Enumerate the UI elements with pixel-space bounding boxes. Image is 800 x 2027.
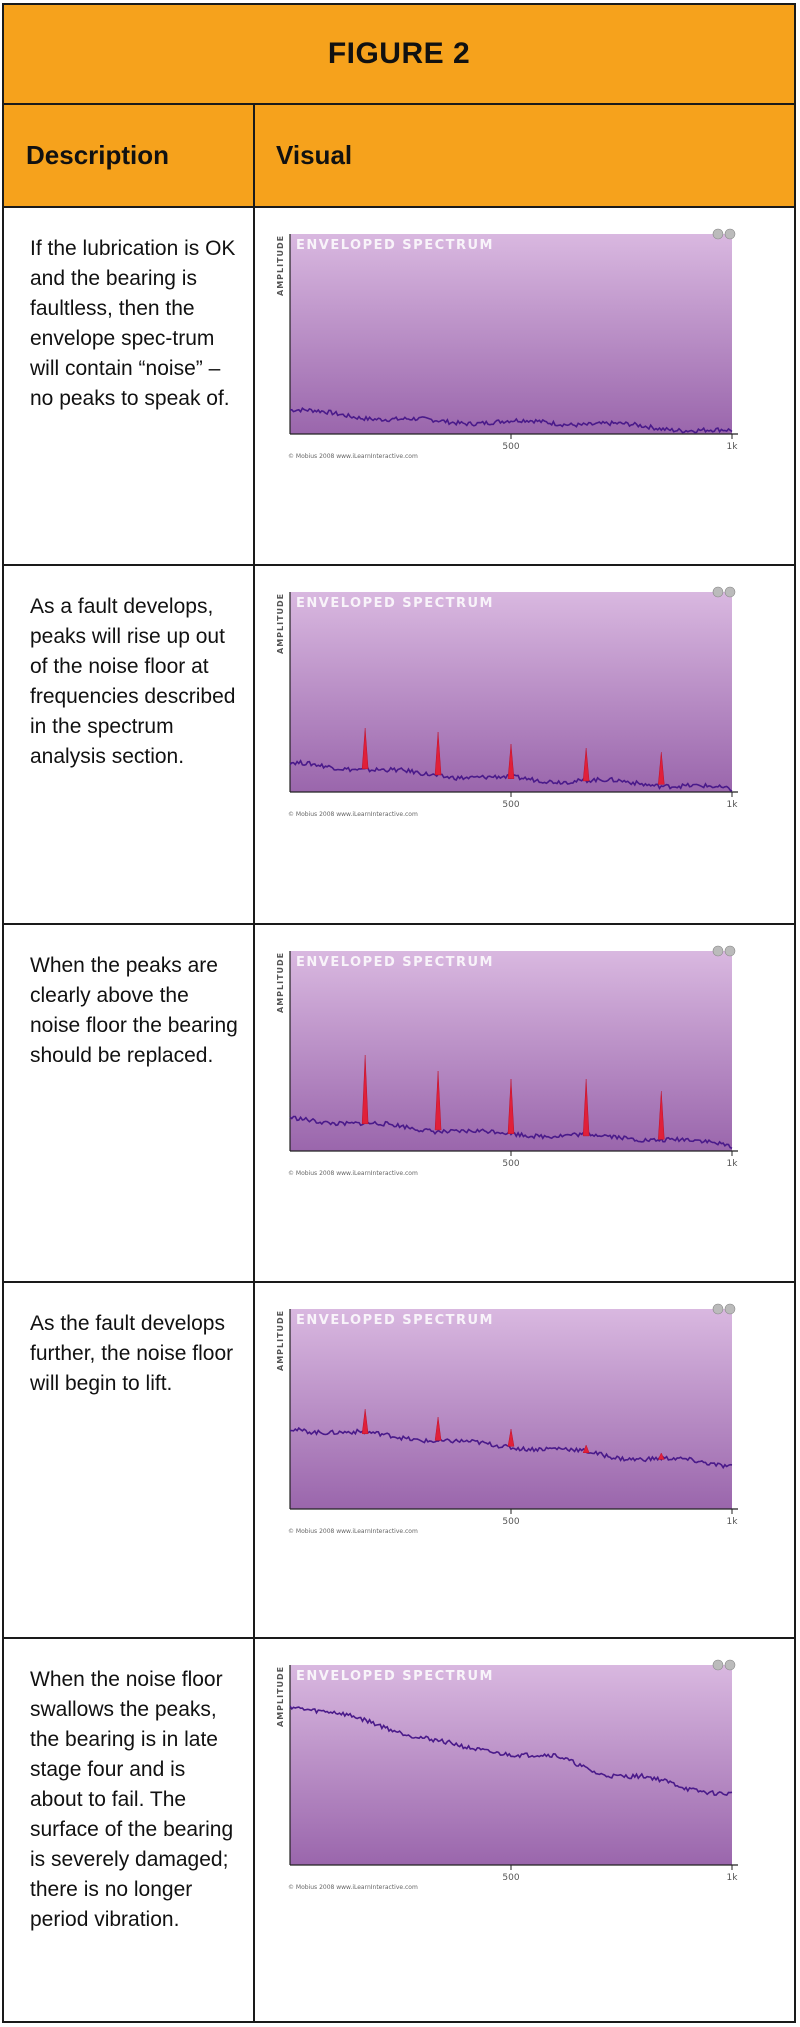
minimize-icon <box>712 1659 724 1671</box>
x-tick-label: 500 <box>502 442 519 452</box>
zoom-icon <box>724 586 736 598</box>
table-row: When the peaks are clearly above the noi… <box>4 925 794 1283</box>
row-description: If the lubrication is OK and the bearing… <box>30 237 236 410</box>
table-row: As a fault develops, peaks will rise up … <box>4 566 794 925</box>
zoom-icon <box>724 1659 736 1671</box>
copyright-text: © Mobius 2008 www.iLearnInteractive.com <box>288 453 418 460</box>
description-header: Description <box>26 140 170 170</box>
chart-label: ENVELOPED SPECTRUM <box>296 1313 494 1328</box>
x-tick-label: 1k <box>727 1517 739 1527</box>
row-description: As the fault develops further, the noise… <box>30 1312 234 1395</box>
figure-title: FIGURE 2 <box>327 37 471 70</box>
spectrum-peak <box>658 1090 665 1140</box>
row-description: When the noise floor swallows the peaks,… <box>30 1668 234 1931</box>
enveloped-spectrum-chart: ENVELOPED SPECTRUM AMPLITUDE 500 1k © Mobius… <box>266 584 752 840</box>
row-description: As a fault develops, peaks will rise up … <box>30 595 236 768</box>
spectrum-peak <box>361 1054 369 1125</box>
minimize-icon <box>712 1303 724 1315</box>
copyright-text: © Mobius 2008 www.iLearnInteractive.com <box>288 1528 418 1535</box>
amplitude-axis-label: AMPLITUDE <box>276 235 285 296</box>
figure-table: FIGURE 2 Description Visual If the lubri… <box>2 3 796 2023</box>
enveloped-spectrum-chart: ENVELOPED SPECTRUM AMPLITUDE 500 1k © Mobius… <box>266 1657 752 1913</box>
spectrum-peak <box>434 731 442 776</box>
spectrum-peak <box>657 1452 665 1460</box>
column-divider <box>253 105 255 2021</box>
x-tick-label: 500 <box>502 1159 519 1169</box>
amplitude-axis-label: AMPLITUDE <box>276 1310 285 1371</box>
spectrum-peak <box>507 1428 515 1447</box>
x-tick-label: 500 <box>502 1517 519 1527</box>
table-row: As the fault develops further, the noise… <box>4 1283 794 1639</box>
spectrum-peak <box>507 1078 515 1134</box>
figure-title-bar: FIGURE 2 <box>4 5 794 105</box>
table-row: If the lubrication is OK and the bearing… <box>4 208 794 566</box>
spectrum-peak <box>582 747 590 782</box>
x-tick-label: 500 <box>502 800 519 810</box>
x-tick-label: 1k <box>727 442 739 452</box>
visual-header: Visual <box>276 140 353 170</box>
chart-label: ENVELOPED SPECTRUM <box>296 238 494 253</box>
spectrum-peak <box>434 1070 442 1131</box>
spectrum-peak <box>507 743 515 779</box>
enveloped-spectrum-chart: ENVELOPED SPECTRUM AMPLITUDE 500 1k © Mobius… <box>266 226 752 482</box>
chart-label: ENVELOPED SPECTRUM <box>296 955 494 970</box>
plot-area <box>290 234 732 434</box>
amplitude-axis-label: AMPLITUDE <box>276 1666 285 1727</box>
noise-floor-line <box>289 1705 733 1796</box>
zoom-icon <box>724 228 736 240</box>
minimize-icon <box>712 945 724 957</box>
copyright-text: © Mobius 2008 www.iLearnInteractive.com <box>288 811 418 818</box>
x-tick-label: 1k <box>727 1159 739 1169</box>
x-tick-label: 1k <box>727 1873 739 1883</box>
minimize-icon <box>712 586 724 598</box>
x-tick-label: 1k <box>727 800 739 810</box>
spectrum-peak <box>582 1078 590 1137</box>
x-tick-label: 500 <box>502 1873 519 1883</box>
noise-floor-line <box>289 406 733 434</box>
table-row: When the noise floor swallows the peaks,… <box>4 1639 794 2021</box>
minimize-icon <box>712 228 724 240</box>
row-description: When the peaks are clearly above the noi… <box>30 954 238 1067</box>
spectrum-peak <box>658 751 665 785</box>
copyright-text: © Mobius 2008 www.iLearnInteractive.com <box>288 1170 418 1177</box>
plot-area <box>290 1309 732 1509</box>
plot-area <box>290 1665 732 1865</box>
spectrum-peak <box>434 1416 442 1441</box>
chart-label: ENVELOPED SPECTRUM <box>296 1669 494 1684</box>
zoom-icon <box>724 945 736 957</box>
copyright-text: © Mobius 2008 www.iLearnInteractive.com <box>288 1884 418 1891</box>
amplitude-axis-label: AMPLITUDE <box>276 952 285 1013</box>
spectrum-peak <box>361 727 369 770</box>
chart-label: ENVELOPED SPECTRUM <box>296 596 494 611</box>
zoom-icon <box>724 1303 736 1315</box>
enveloped-spectrum-chart: ENVELOPED SPECTRUM AMPLITUDE 500 1k © Mobius… <box>266 943 752 1199</box>
enveloped-spectrum-chart: ENVELOPED SPECTRUM AMPLITUDE 500 1k © Mobius… <box>266 1301 752 1557</box>
spectrum-peak <box>582 1444 590 1453</box>
table-header-row: Description Visual <box>4 105 794 208</box>
spectrum-peak <box>361 1408 369 1435</box>
amplitude-axis-label: AMPLITUDE <box>276 593 285 654</box>
